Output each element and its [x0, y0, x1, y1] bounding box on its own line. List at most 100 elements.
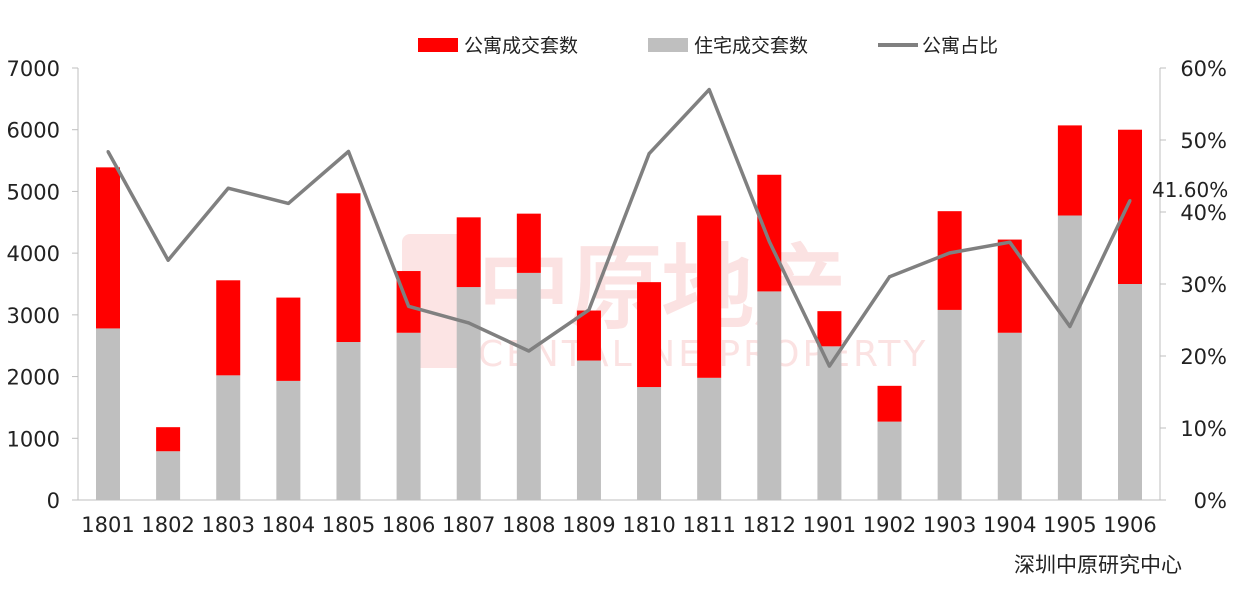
left-tick-label: 1000	[7, 427, 60, 451]
bar-apartment	[276, 297, 301, 381]
x-tick-label: 1903	[923, 513, 976, 537]
ratio-point	[647, 152, 651, 156]
bar-residential	[817, 346, 842, 500]
legend-label-apartment: 公寓成交套数	[464, 35, 578, 57]
ratio-point	[707, 88, 711, 92]
bar-apartment	[336, 193, 361, 343]
watermark: 中原地产 CENTALINE PROPERTY	[402, 234, 925, 375]
ratio-point	[948, 251, 952, 255]
legend: 公寓成交套数 住宅成交套数 公寓占比	[418, 35, 998, 57]
left-tick-label: 7000	[7, 57, 60, 81]
x-tick-label: 1805	[322, 513, 375, 537]
left-tick-label: 5000	[7, 180, 60, 204]
x-tick-label: 1807	[442, 513, 495, 537]
right-tick-label: 0%	[1194, 489, 1227, 513]
bar-apartment	[1057, 125, 1082, 216]
bars	[96, 125, 1142, 501]
legend-swatch-residential	[648, 38, 688, 52]
right-tick-label: 50%	[1180, 129, 1227, 153]
bar-residential	[997, 332, 1022, 500]
ratio-point	[467, 321, 471, 325]
left-axis-ticks: 0 1000 2000 3000 4000 5000 6000 7000	[7, 57, 78, 513]
left-tick-label: 2000	[7, 366, 60, 390]
ratio-point	[166, 258, 170, 262]
legend-label-ratio: 公寓占比	[922, 35, 998, 57]
ratio-point	[286, 201, 290, 205]
bar-apartment	[757, 174, 782, 292]
ratio-point	[1008, 240, 1012, 244]
bar-apartment	[637, 282, 662, 388]
left-tick-label: 6000	[7, 119, 60, 143]
x-tick-label: 1806	[382, 513, 435, 537]
bar-residential	[576, 360, 601, 500]
ratio-line	[106, 87, 1132, 368]
right-tick-label: 20%	[1180, 345, 1227, 369]
bar-residential	[516, 272, 541, 500]
bar-apartment	[96, 167, 120, 329]
x-tick-label: 1808	[502, 513, 555, 537]
ratio-point	[1068, 324, 1072, 328]
x-tick-label: 1810	[622, 513, 675, 537]
right-tick-label: 60%	[1180, 57, 1227, 81]
ratio-point	[827, 364, 831, 368]
bar-apartment	[817, 311, 842, 347]
legend-label-residential: 住宅成交套数	[694, 35, 808, 57]
bar-residential	[757, 291, 782, 500]
bar-apartment	[576, 310, 601, 361]
x-tick-label: 1905	[1043, 513, 1096, 537]
bar-apartment	[1118, 129, 1142, 284]
ratio-point	[106, 150, 110, 154]
x-tick-label: 1901	[803, 513, 856, 537]
bar-residential	[697, 377, 722, 500]
bar-residential	[276, 380, 301, 500]
right-tick-label: 30%	[1180, 273, 1227, 297]
ratio-point	[527, 349, 531, 353]
bar-apartment	[216, 280, 241, 376]
bar-residential	[877, 421, 902, 500]
x-tick-label: 1803	[202, 513, 255, 537]
left-tick-label: 4000	[7, 242, 60, 266]
ratio-line-path	[106, 87, 1132, 368]
x-tick-label: 1802	[141, 513, 194, 537]
x-tick-label: 1812	[743, 513, 796, 537]
bar-residential	[156, 451, 181, 500]
x-tick-label: 1904	[983, 513, 1036, 537]
bar-residential	[396, 332, 421, 500]
ratio-point	[1128, 198, 1132, 202]
legend-swatch-apartment	[418, 38, 458, 52]
x-tick-label: 1902	[863, 513, 916, 537]
x-tick-label: 1906	[1103, 513, 1156, 537]
x-tick-label: 1801	[81, 513, 134, 537]
bar-residential	[336, 342, 361, 500]
right-axis-ticks: 0% 10% 20% 30% 40% 50% 60%	[1160, 57, 1227, 513]
bar-residential	[937, 309, 962, 500]
x-tick-label: 1811	[682, 513, 735, 537]
ratio-point	[767, 240, 771, 244]
ratio-point	[407, 304, 411, 308]
bar-residential	[216, 375, 241, 500]
bar-apartment	[937, 211, 962, 310]
bar-residential	[96, 328, 120, 500]
left-tick-label: 0	[47, 489, 60, 513]
bar-apartment	[516, 213, 541, 273]
last-point-label: 41.60%	[1152, 178, 1228, 202]
ratio-point	[346, 150, 350, 154]
x-axis-ticks: 1801 1802 1803 1804 1805 1806 1807 1808 1809 1810…	[81, 513, 1156, 537]
ratio-point	[888, 275, 892, 279]
bar-residential	[637, 387, 662, 500]
x-tick-label: 1809	[562, 513, 615, 537]
bar-residential	[1057, 215, 1082, 501]
ratio-point	[226, 186, 230, 190]
bar-apartment	[456, 217, 481, 288]
left-tick-label: 3000	[7, 304, 60, 328]
ratio-point	[587, 308, 591, 312]
source-label: 深圳中原研究中心	[1014, 553, 1182, 577]
x-tick-label: 1804	[262, 513, 315, 537]
bar-residential	[1118, 284, 1142, 500]
right-tick-label: 10%	[1180, 417, 1227, 441]
bar-apartment	[877, 385, 902, 422]
bar-apartment	[697, 215, 722, 378]
right-tick-label: 40%	[1180, 201, 1227, 225]
bar-apartment	[156, 427, 181, 452]
